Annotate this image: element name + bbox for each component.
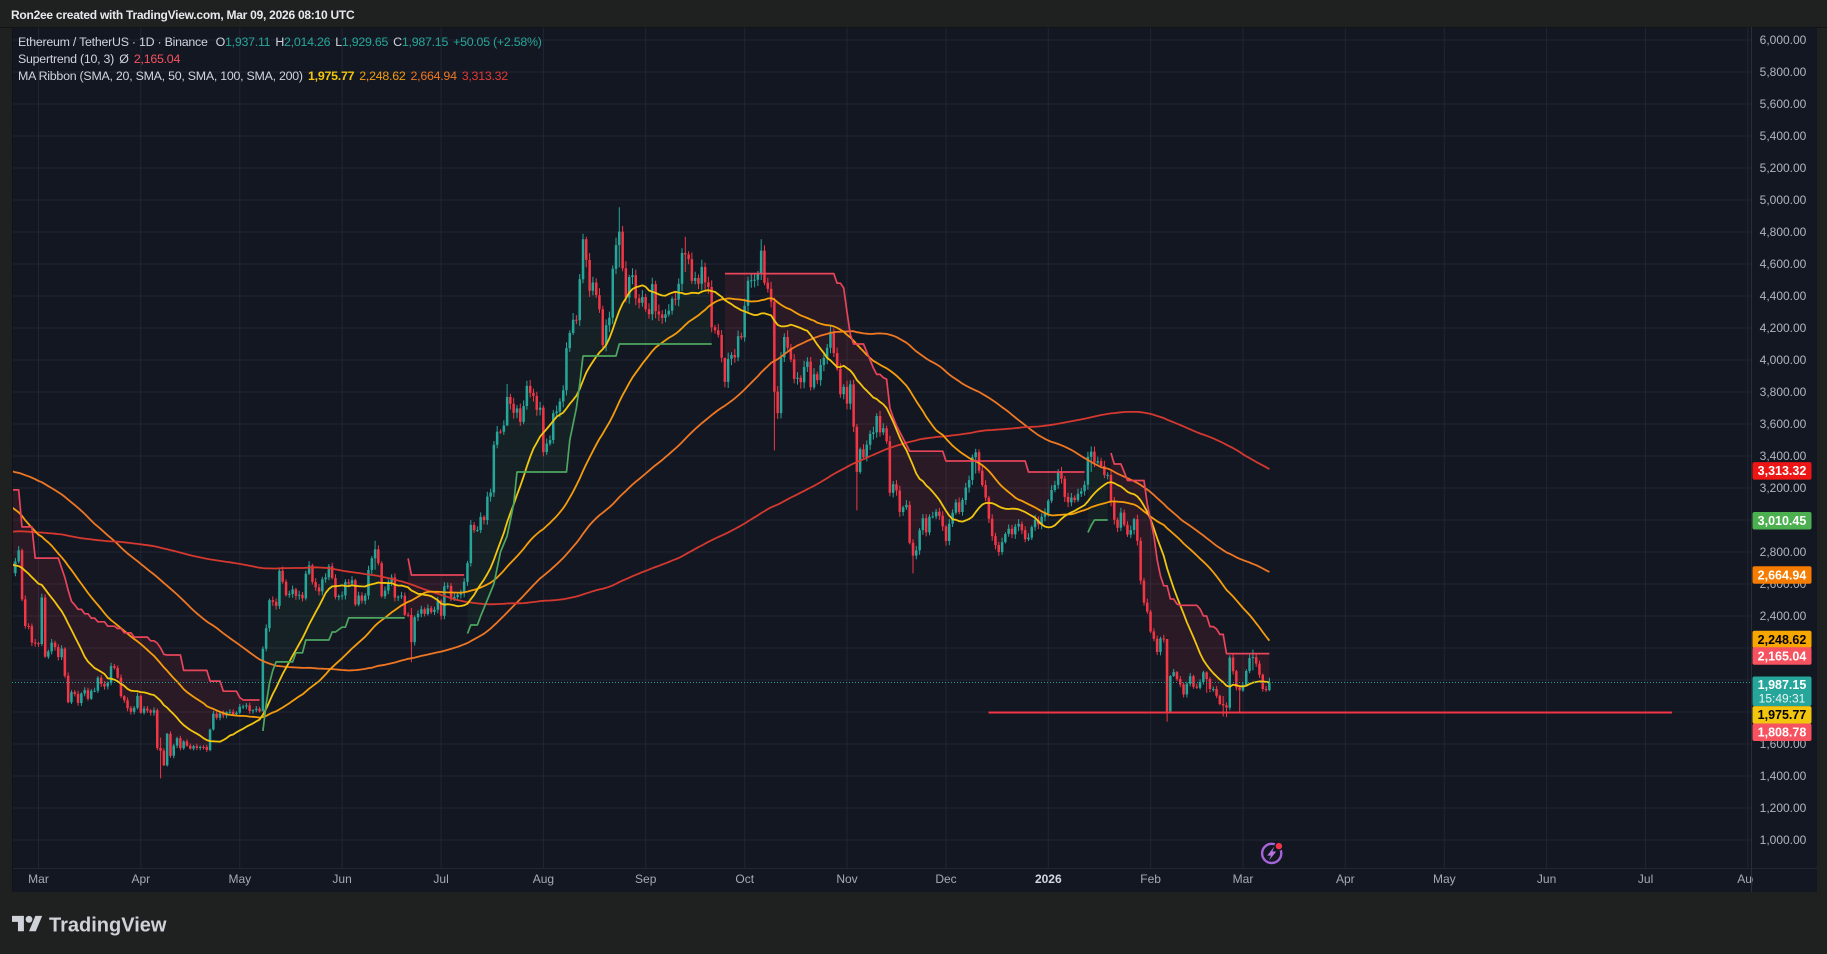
svg-text:5,600.00: 5,600.00 (1760, 97, 1807, 111)
svg-text:4,600.00: 4,600.00 (1760, 257, 1807, 271)
svg-text:Oct: Oct (735, 872, 754, 886)
svg-text:Jul: Jul (433, 872, 448, 886)
svg-text:Apr: Apr (131, 872, 150, 886)
svg-text:3,010.45: 3,010.45 (1758, 514, 1807, 528)
svg-text:Apr: Apr (1336, 872, 1355, 886)
svg-text:Dec: Dec (935, 872, 956, 886)
svg-text:2,165.04: 2,165.04 (1758, 649, 1807, 663)
svg-text:Jul: Jul (1638, 872, 1653, 886)
svg-text:5,800.00: 5,800.00 (1760, 65, 1807, 79)
svg-text:4,800.00: 4,800.00 (1760, 225, 1807, 239)
svg-text:Jun: Jun (1537, 872, 1556, 886)
svg-text:MA Ribbon (SMA, 20, SMA, 50, S: MA Ribbon (SMA, 20, SMA, 50, SMA, 100, S… (18, 69, 508, 83)
svg-text:Mar: Mar (1233, 872, 1254, 886)
svg-text:TradingView: TradingView (49, 915, 167, 937)
svg-text:Supertrend (10, 3) Ø 2,165.04: Supertrend (10, 3) Ø 2,165.04 (18, 52, 180, 66)
svg-text:5,400.00: 5,400.00 (1760, 129, 1807, 143)
svg-text:3,600.00: 3,600.00 (1760, 417, 1807, 431)
svg-text:1,200.00: 1,200.00 (1760, 801, 1807, 815)
svg-text:6,000.00: 6,000.00 (1760, 33, 1807, 47)
svg-text:May: May (1433, 872, 1456, 886)
svg-text:Ron2ee created with TradingVie: Ron2ee created with TradingView.com, Mar… (11, 8, 355, 22)
svg-text:May: May (228, 872, 251, 886)
svg-text:2,800.00: 2,800.00 (1760, 545, 1807, 559)
svg-text:Jun: Jun (332, 872, 351, 886)
svg-text:Nov: Nov (836, 872, 857, 886)
svg-text:4,000.00: 4,000.00 (1760, 353, 1807, 367)
svg-text:1,987.15: 1,987.15 (1758, 678, 1807, 692)
svg-text:2,664.94: 2,664.94 (1758, 568, 1807, 582)
svg-text:Ethereum / TetherUS · 1D · Bin: Ethereum / TetherUS · 1D · Binance O1,937… (18, 35, 542, 49)
svg-text:5,000.00: 5,000.00 (1760, 193, 1807, 207)
svg-text:2026: 2026 (1035, 872, 1062, 886)
svg-text:Aug: Aug (533, 872, 554, 886)
svg-text:Mar: Mar (28, 872, 49, 886)
svg-text:4,400.00: 4,400.00 (1760, 289, 1807, 303)
svg-text:2,248.62: 2,248.62 (1758, 633, 1807, 647)
svg-text:5,200.00: 5,200.00 (1760, 161, 1807, 175)
svg-text:3,200.00: 3,200.00 (1760, 481, 1807, 495)
svg-text:3,800.00: 3,800.00 (1760, 385, 1807, 399)
svg-text:1,400.00: 1,400.00 (1760, 769, 1807, 783)
svg-text:3,313.32: 3,313.32 (1758, 464, 1807, 478)
svg-text:4,200.00: 4,200.00 (1760, 321, 1807, 335)
svg-text:1,000.00: 1,000.00 (1760, 833, 1807, 847)
svg-text:1,975.77: 1,975.77 (1758, 708, 1807, 722)
svg-text:15:49:31: 15:49:31 (1759, 691, 1806, 705)
svg-text:Sep: Sep (635, 872, 657, 886)
svg-text:Aug: Aug (1737, 872, 1758, 886)
svg-text:1,808.78: 1,808.78 (1758, 726, 1807, 740)
svg-text:Feb: Feb (1140, 872, 1161, 886)
svg-text:3,400.00: 3,400.00 (1760, 449, 1807, 463)
svg-text:2,400.00: 2,400.00 (1760, 609, 1807, 623)
